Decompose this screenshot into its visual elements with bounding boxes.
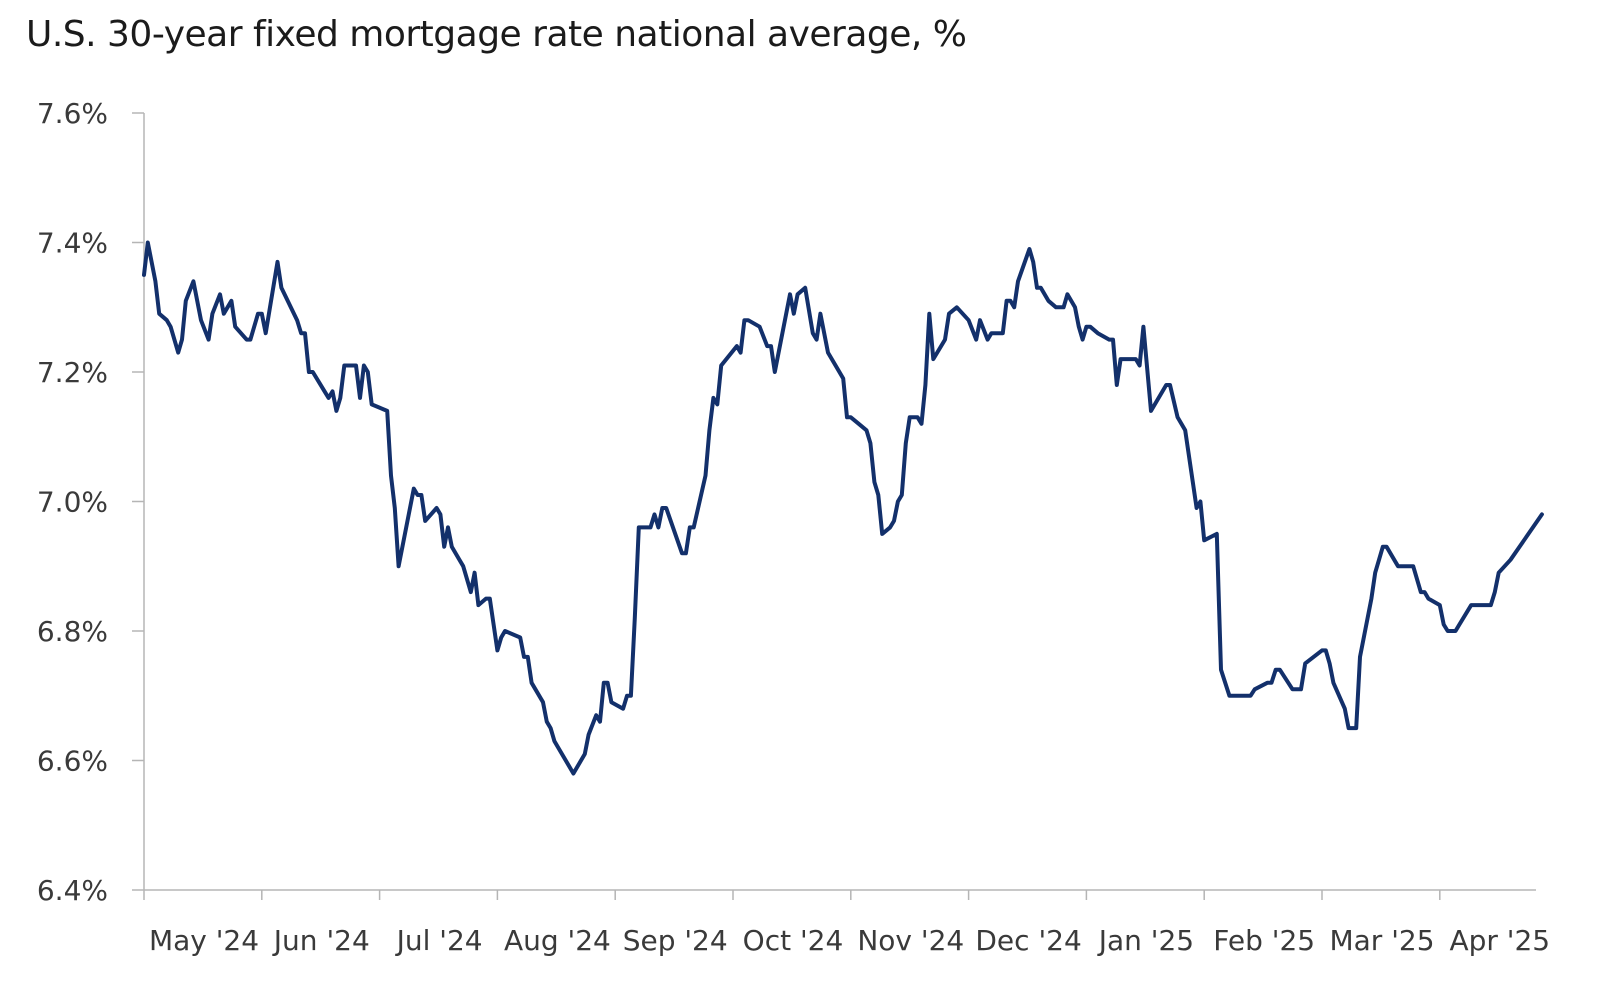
y-tick-label: 7.2% (37, 356, 108, 389)
x-tick-label: May '24 (149, 924, 259, 957)
y-tick-label: 6.4% (37, 874, 108, 907)
y-tick-label: 7.4% (37, 227, 108, 260)
y-tick-label: 6.6% (37, 745, 108, 778)
y-tick-label: 7.6% (37, 97, 108, 130)
x-tick-label: Dec '24 (975, 924, 1081, 957)
y-tick-label: 6.8% (37, 615, 108, 648)
x-tick-label: Apr '25 (1449, 924, 1550, 957)
x-tick-label: Sep '24 (623, 924, 728, 957)
x-tick-label: Oct '24 (743, 924, 844, 957)
x-tick-label: Jun '24 (272, 924, 370, 957)
x-tick-label: Jul '24 (395, 924, 483, 957)
x-tick-label: Feb '25 (1213, 924, 1315, 957)
x-tick-label: Nov '24 (857, 924, 964, 957)
y-tick-label: 7.0% (37, 486, 108, 519)
x-tick-label: Mar '25 (1329, 924, 1434, 957)
mortgage-rate-line (142, 240, 1544, 776)
chart-title: U.S. 30-year fixed mortgage rate nationa… (26, 14, 967, 55)
x-tick-label: Jan '25 (1097, 924, 1194, 957)
x-tick-label: Aug '24 (504, 924, 611, 957)
